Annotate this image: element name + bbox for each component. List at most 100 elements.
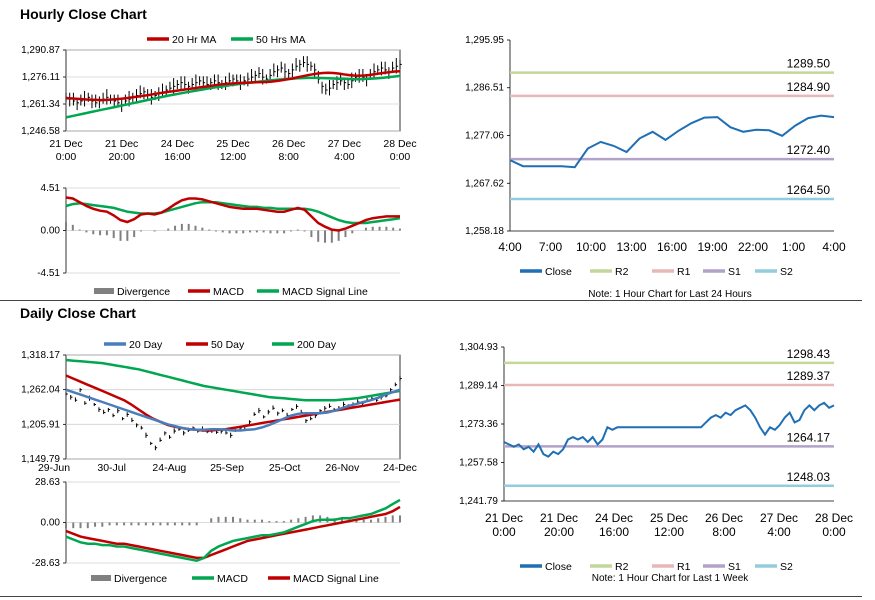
daily-price-xtick: 24-Aug — [152, 462, 186, 474]
daily-levels-ytick: 1,289.14 — [459, 381, 498, 392]
hourly-levels-ytick: 1,286.51 — [465, 83, 504, 94]
daily-section-title: Daily Close Chart — [20, 305, 136, 321]
hourly-levels-xtick: 4:00 — [498, 240, 522, 254]
daily-levels-legend-label: R1 — [677, 561, 691, 573]
hourly-section-title: Hourly Close Chart — [20, 6, 147, 22]
hourly-levels-legend-label: S1 — [728, 266, 741, 278]
daily-levels-legend-label: Close — [545, 561, 572, 573]
hourly-price-xtick: 12:00 — [220, 151, 246, 163]
daily-macd-line — [65, 498, 401, 562]
daily-levels-ytick: 1,241.79 — [459, 496, 498, 507]
daily-levels-note: Note: 1 Hour Chart for Last 1 Week — [591, 573, 749, 584]
hourly-macd-signal-line — [65, 200, 401, 225]
daily-macd-legend-label: MACD — [217, 573, 248, 585]
daily-levels-r1-label: 1289.37 — [787, 369, 831, 383]
daily-levels-xtick: 26 Dec — [705, 511, 743, 525]
hourly-price-xtick: 0:00 — [390, 151, 411, 163]
hourly-levels-xtick: 10:00 — [576, 240, 606, 254]
hourly-levels-r1-label: 1284.90 — [787, 80, 831, 94]
hourly-macd-line — [65, 196, 400, 232]
daily-levels-ytick: 1,257.58 — [459, 457, 498, 468]
hourly-macd-legend-label: MACD — [213, 286, 244, 298]
section-divider — [0, 300, 862, 301]
hourly-price-xtick: 0:00 — [56, 151, 77, 163]
hourly-levels-legend-label: Close — [545, 266, 572, 278]
daily-price-xtick: 29-Jun — [38, 462, 70, 474]
daily-macd-ytick: 0.00 — [41, 518, 61, 529]
hourly-price-ytick: 1,276.11 — [22, 72, 61, 83]
hourly-levels-ytick: 1,277.06 — [465, 131, 504, 142]
hourly-levels-xtick: 1:00 — [782, 240, 806, 254]
daily-levels-legend-label: S1 — [728, 561, 741, 573]
daily-levels-xtick: 0:00 — [822, 525, 846, 539]
hourly-20hr-ma-line — [65, 69, 401, 102]
hourly-levels-legend-label: R1 — [677, 266, 691, 278]
daily-levels-s1-label: 1264.17 — [787, 430, 831, 444]
daily-price-ytick: 1,318.17 — [21, 350, 60, 361]
hourly-levels-xtick: 7:00 — [539, 240, 563, 254]
daily-price-xtick: 25-Oct — [269, 462, 301, 474]
daily-levels-xtick: 27 Dec — [760, 511, 798, 525]
hourly-levels-xtick: 22:00 — [738, 240, 768, 254]
daily-price-ytick: 1,149.79 — [21, 454, 60, 465]
daily-levels-xtick: 21 Dec — [485, 511, 523, 525]
hourly-levels-note: Note: 1 Hour Chart for Last 24 Hours — [588, 289, 752, 300]
daily-levels-xtick: 12:00 — [654, 525, 684, 539]
daily-levels-close-line — [503, 401, 835, 458]
daily-50day-line — [65, 374, 401, 432]
daily-price-ytick: 1,262.04 — [21, 385, 60, 396]
hourly-price-frame — [65, 49, 401, 132]
daily-price-ytick: 1,205.91 — [21, 419, 60, 430]
daily-levels-xtick: 8:00 — [712, 525, 736, 539]
daily-levels-r2-label: 1298.43 — [787, 347, 831, 361]
daily-price-legend-label: 200 Day — [297, 339, 337, 351]
daily-levels-legend-label: S2 — [780, 561, 793, 573]
hourly-macd-ytick: 4.51 — [41, 183, 61, 194]
daily-levels-xtick: 21 Dec — [540, 511, 578, 525]
hourly-price-xtick: 16:00 — [164, 151, 190, 163]
daily-levels-xtick: 25 Dec — [650, 511, 688, 525]
daily-price-xtick: 24-Dec — [383, 462, 417, 474]
hourly-macd-legend-label: Divergence — [117, 286, 170, 298]
hourly-price-xtick: 21 Dec — [105, 138, 138, 150]
daily-price-legend-label: 20 Day — [129, 339, 163, 351]
hourly-levels-xtick: 4:00 — [822, 240, 846, 254]
hourly-price-xtick: 26 Dec — [272, 138, 305, 150]
hourly-price-xtick: 25 Dec — [216, 138, 249, 150]
daily-levels-legend-label: R2 — [615, 561, 629, 573]
hourly-levels-r2-label: 1289.50 — [787, 57, 831, 71]
daily-levels-s2-label: 1248.03 — [787, 470, 831, 484]
daily-price-legend-label: 50 Day — [211, 339, 245, 351]
daily-20day-line — [65, 388, 401, 432]
bottom-divider — [0, 596, 862, 597]
hourly-price-xtick: 21 Dec — [49, 138, 82, 150]
hourly-price-ytick: 1,246.58 — [21, 126, 60, 137]
hourly-price-xtick: 8:00 — [278, 151, 299, 163]
hourly-levels-xtick: 19:00 — [697, 240, 727, 254]
daily-price-xtick: 30-Jul — [97, 462, 126, 474]
hourly-macd-ytick: -4.51 — [37, 268, 60, 279]
daily-levels-xtick: 4:00 — [767, 525, 791, 539]
hourly-levels-xtick: 13:00 — [616, 240, 646, 254]
daily-macd-ytick: 28.63 — [35, 477, 60, 488]
hourly-price-xtick: 24 Dec — [161, 138, 194, 150]
hourly-levels-xtick: 16:00 — [657, 240, 687, 254]
hourly-price-legend-label: 50 Hrs MA — [256, 34, 306, 46]
hourly-price-ytick: 1,261.34 — [21, 99, 60, 110]
hourly-price-legend-label: 20 Hr MA — [172, 34, 216, 46]
daily-levels-xtick: 28 Dec — [815, 511, 853, 525]
daily-levels-ytick: 1,304.93 — [459, 342, 498, 353]
hourly-macd-ytick: 0.00 — [41, 226, 61, 237]
hourly-price-ytick: 1,290.87 — [21, 45, 60, 56]
daily-levels-xtick: 16:00 — [599, 525, 629, 539]
hourly-macd-legend-label: MACD Signal Line — [282, 286, 368, 298]
daily-price-xtick: 26-Nov — [325, 462, 360, 474]
daily-macd-legend-label: Divergence — [114, 573, 167, 585]
hourly-50hr-ma-line — [65, 74, 401, 119]
hourly-levels-s1-label: 1272.40 — [787, 143, 831, 157]
daily-macd-legend-label: MACD Signal Line — [293, 573, 379, 585]
daily-levels-xtick: 0:00 — [492, 525, 516, 539]
hourly-levels-ytick: 1,267.62 — [465, 178, 504, 189]
hourly-levels-ytick: 1,258.18 — [465, 226, 504, 237]
